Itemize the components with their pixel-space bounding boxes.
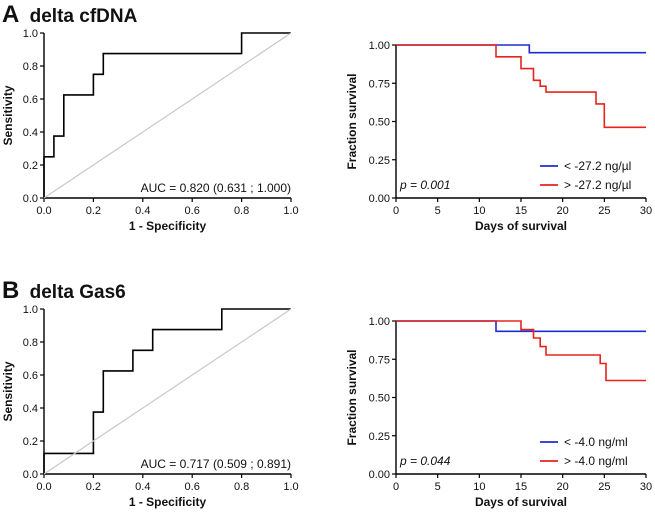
x-tick-label: 10 [473,205,485,217]
y-tick-label: 1.0 [23,28,38,40]
y-tick-label: 0.4 [23,127,38,139]
x-tick-label: 15 [515,481,527,493]
x-tick-label: 0 [393,205,399,217]
x-axis-title: Days of survival [475,495,567,509]
y-tick-label: 0.50 [369,393,390,405]
y-axis-title: Fraction survival [345,349,359,445]
y-axis-title: Sensitivity [1,361,15,421]
panel-b-title: delta Gas6 [30,282,126,303]
legend-label: > -27.2 ng/µl [564,178,631,192]
x-tick-label: 0.0 [36,481,51,493]
y-tick-label: 0.8 [23,337,38,349]
panel-b-letter: B [2,277,19,304]
x-tick-label: 1.0 [283,481,298,493]
y-tick-label: 0.6 [23,370,38,382]
legend-label: < -4.0 ng/ml [564,435,628,449]
y-tick-label: 0.25 [369,431,390,443]
survival-curve-line-1 [396,320,646,382]
y-axis-title: Fraction survival [345,73,359,169]
chart-a-roc: 0.0 0.2 0.4 0.6 0.8 1.0 0.0 0.2 0.4 0.6 0.8 1.0 1 - … [1,28,299,233]
x-tick-label: 0.4 [135,205,150,217]
y-tick-label: 1.00 [369,316,390,328]
x-tick-label: 0.6 [185,481,200,493]
reference-diagonal-line [43,308,292,475]
survival-curve-line-0 [396,44,646,54]
x-tick-label: 15 [515,205,527,217]
x-axis-title: Days of survival [475,219,567,233]
panel-a-letter: A [2,1,19,28]
x-tick-label: 0.6 [185,205,200,217]
x-axis-title: 1 - Specificity [129,219,207,233]
x-tick-label: 0.8 [234,481,249,493]
x-tick-label: 20 [557,481,569,493]
x-tick-label: 30 [640,481,652,493]
x-tick-label: 20 [557,205,569,217]
x-axis-title: 1 - Specificity [129,495,207,509]
x-tick-label: 25 [598,481,610,493]
panel-b-heading: B delta Gas6 [2,277,126,304]
y-tick-label: 1.0 [23,304,38,316]
panel-a-heading: A delta cfDNA [2,1,138,28]
x-tick-label: 25 [598,205,610,217]
p-value-annotation: p = 0.044 [399,454,451,468]
p-value-annotation: p = 0.001 [399,178,450,192]
x-tick-label: 0.2 [86,481,101,493]
y-tick-label: 0.00 [369,469,390,481]
chart-b-roc: 0.0 0.2 0.4 0.6 0.8 1.0 0.0 0.2 0.4 0.6 0.8 1.0 1 - … [1,304,299,509]
y-tick-label: 0.2 [23,160,38,172]
x-tick-label: 0 [393,481,399,493]
auc-annotation: AUC = 0.820 (0.631 ; 1.000) [141,181,291,195]
legend-label: < -27.2 ng/µl [564,159,631,173]
reference-diagonal-line [43,32,292,199]
roc-curve-line [43,308,291,474]
y-tick-label: 0.4 [23,403,38,415]
y-tick-label: 0.25 [369,155,390,167]
panel-a-title: delta cfDNA [30,6,138,27]
charts-group: 0.0 0.2 0.4 0.6 0.8 1.0 0.0 0.2 0.4 0.6 0.8 1.0 1 - … [1,28,652,509]
x-tick-label: 5 [435,205,441,217]
x-tick-label: 0.8 [234,205,249,217]
x-tick-label: 1.0 [283,205,298,217]
y-tick-label: 0.50 [369,117,390,129]
y-tick-label: 0.2 [23,436,38,448]
x-tick-label: 5 [435,481,441,493]
chart-b-survival: 0 5 10 15 20 25 30 0.00 0.25 0.50 0.75 1.00 Days of … [345,316,652,509]
y-tick-label: 0.00 [369,193,390,205]
legend-label: > -4.0 ng/ml [564,454,628,468]
x-tick-label: 30 [640,205,652,217]
chart-a-survival: 0 5 10 15 20 25 30 0.00 0.25 0.50 0.75 1.00 Days of … [345,40,652,233]
x-tick-label: 0.4 [135,481,150,493]
auc-annotation: AUC = 0.717 (0.509 ; 0.891) [141,457,291,471]
x-tick-label: 0.0 [36,205,51,217]
y-tick-label: 1.00 [369,40,390,52]
y-tick-label: 0.75 [369,354,390,366]
x-tick-label: 10 [473,481,485,493]
x-tick-label: 0.2 [86,205,101,217]
survival-curve-line-1 [396,44,646,129]
y-tick-label: 0.8 [23,61,38,73]
y-axis-title: Sensitivity [1,85,15,145]
y-tick-label: 0.75 [369,78,390,90]
y-tick-label: 0.0 [23,193,38,205]
roc-curve-line [43,32,291,198]
y-tick-label: 0.6 [23,94,38,106]
y-tick-label: 0.0 [23,469,38,481]
